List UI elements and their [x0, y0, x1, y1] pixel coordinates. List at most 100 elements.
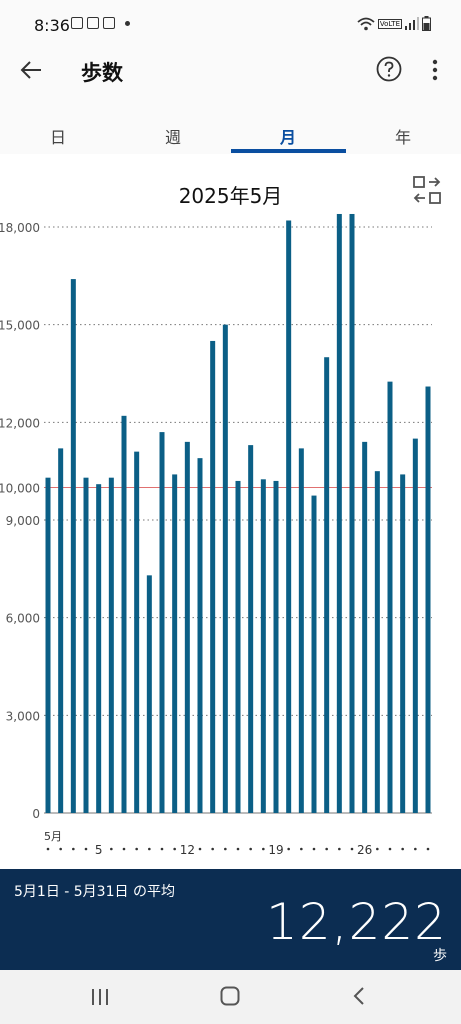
x-day-dot: [236, 847, 240, 851]
x-day-dot: [46, 847, 50, 851]
bar: [374, 471, 380, 813]
signal-icon: [405, 17, 419, 30]
steps-unit: 歩: [433, 948, 447, 964]
page-title: 歩数: [81, 61, 123, 85]
x-day-dot: [338, 847, 341, 851]
x-day-dot: [262, 847, 265, 851]
notification-news-icon: [103, 17, 115, 29]
x-day-dot: [312, 847, 316, 851]
x-day-dot: [84, 847, 88, 851]
chart-panel: 2025年5月 0 3,000 6,000 9,000 10,000 12,000 15,0…: [0, 154, 461, 870]
x-day-dot: [325, 847, 328, 851]
bar: [349, 213, 355, 813]
y-tick-label: 9,000: [6, 514, 40, 528]
steps-bar-chart: 0 3,000 6,000 9,000 10,000 12,000 15,000 18,000…: [0, 213, 432, 857]
bar: [222, 324, 228, 813]
x-day-dot: [72, 847, 75, 851]
bar: [184, 441, 190, 813]
x-day-dot: [173, 847, 176, 851]
x-day-dot: [59, 847, 62, 851]
battery-icon: [422, 16, 431, 31]
notification-icons: [71, 17, 130, 29]
bar: [387, 381, 393, 813]
y-tick-label: 6,000: [6, 612, 40, 626]
notification-card-icon: [87, 17, 99, 29]
x-day-dot: [122, 847, 126, 851]
home-icon[interactable]: [220, 986, 240, 1006]
bar: [159, 432, 165, 813]
tab-week[interactable]: 週: [164, 128, 181, 147]
y-tick-label: 12,000: [0, 416, 40, 430]
x-day-dot: [148, 847, 151, 851]
x-day-dot: [135, 847, 138, 851]
more-notifications-icon: [125, 20, 130, 26]
bar: [260, 479, 266, 813]
average-steps-value: 12,222: [266, 893, 447, 951]
tab-year[interactable]: 年: [394, 128, 411, 147]
status-bar: 8:36 VoLTE: [0, 0, 461, 50]
chart-month-title: 2025年5月: [178, 184, 283, 208]
bar: [108, 477, 114, 813]
bar: [121, 415, 127, 813]
x-tick-label: 19: [268, 843, 283, 857]
x-day-dot: [350, 847, 354, 851]
x-day-dot: [300, 847, 303, 851]
bar: [83, 477, 89, 813]
status-time: 8:36: [34, 16, 70, 35]
back-arrow-icon[interactable]: [20, 60, 42, 80]
bar: [400, 474, 406, 813]
x-tick-label: 12: [180, 843, 195, 857]
notification-app-icon: [71, 17, 83, 29]
x-tick-label: 5: [95, 843, 103, 857]
bar: [273, 480, 279, 813]
bar: [210, 340, 216, 813]
x-day-dot: [414, 847, 417, 851]
bar: [134, 451, 140, 813]
x-day-dot: [224, 847, 227, 851]
app-bar: 歩数: [0, 44, 461, 100]
x-tick-label: 26: [357, 843, 372, 857]
y-tick-label: 18,000: [0, 221, 40, 235]
x-day-dot: [376, 847, 379, 851]
bar: [248, 445, 254, 813]
x-day-dot: [160, 847, 164, 851]
bar: [311, 495, 317, 813]
nav-back-icon[interactable]: [353, 986, 365, 1006]
average-period-label: 5月1日 - 5月31日 の平均: [14, 884, 175, 900]
volte-icon: VoLTE: [377, 18, 402, 29]
average-summary: 5月1日 - 5月31日 の平均 12,222 歩: [0, 869, 461, 970]
bar: [172, 474, 178, 813]
system-nav-bar: [0, 970, 461, 1024]
x-day-dot: [287, 847, 290, 851]
tab-day[interactable]: 日: [49, 128, 66, 147]
y-tick-label: 3,000: [6, 709, 40, 723]
x-day-dot: [388, 847, 392, 851]
bar: [197, 458, 203, 813]
x-day-dot: [249, 847, 252, 851]
help-icon[interactable]: [376, 56, 402, 82]
bar: [362, 441, 368, 813]
bar: [425, 386, 431, 813]
wifi-icon: [357, 17, 375, 30]
bar: [146, 575, 152, 813]
bar: [286, 220, 292, 813]
more-options-icon[interactable]: [431, 59, 439, 81]
y-tick-label: 15,000: [0, 319, 40, 333]
period-tabs: 日 週 月 年: [0, 104, 461, 155]
chart-switch-icon[interactable]: [413, 176, 441, 204]
bar: [336, 213, 342, 813]
bar: [235, 480, 241, 813]
x-day-dot: [401, 847, 404, 851]
tab-month[interactable]: 月: [279, 128, 296, 147]
x-day-dot: [426, 847, 430, 851]
bar: [96, 484, 102, 813]
system-icons: VoLTE: [357, 16, 431, 31]
x-day-dot: [110, 847, 113, 851]
bar: [298, 448, 304, 813]
y-tick-label: 10,000: [0, 481, 40, 495]
x-start-label: 5月: [44, 830, 62, 843]
x-day-dot: [198, 847, 202, 851]
x-day-dot: [211, 847, 214, 851]
recent-apps-icon[interactable]: [91, 988, 109, 1006]
active-tab-indicator: [231, 149, 346, 153]
